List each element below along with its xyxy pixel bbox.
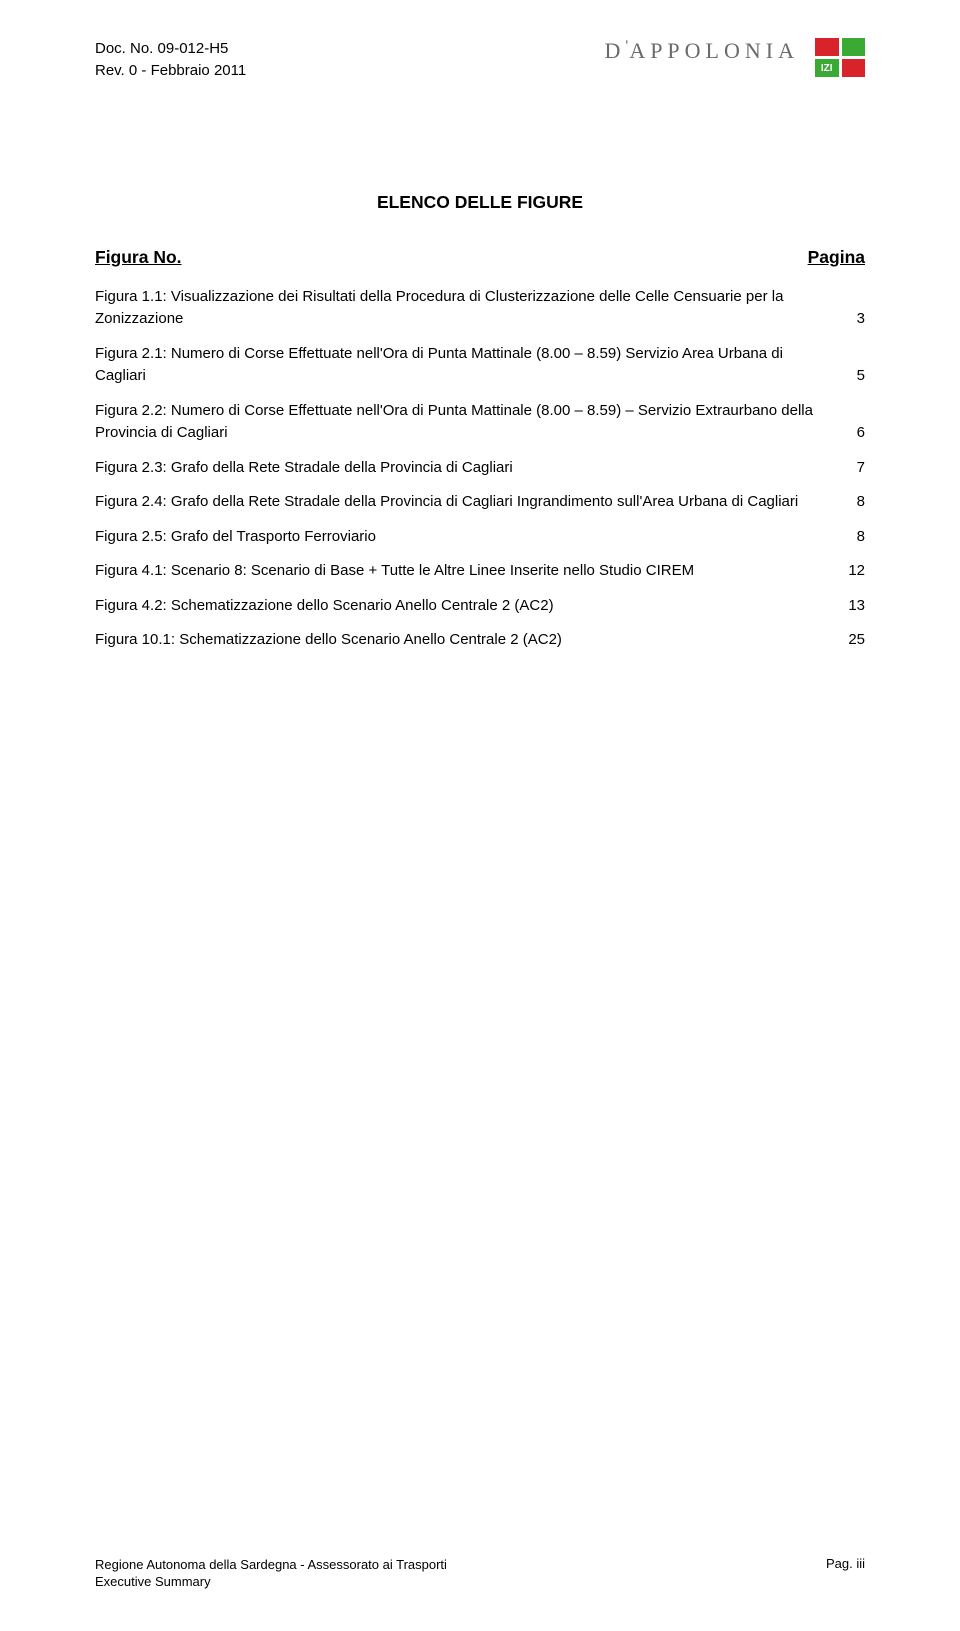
brand-rest: APPOLONIA xyxy=(629,38,799,64)
figure-entry-page: 3 xyxy=(837,308,865,331)
footer-page-number: Pag. iii xyxy=(826,1556,865,1591)
page: Doc. No. 09-012-H5 Rev. 0 - Febbraio 201… xyxy=(0,0,960,1631)
brand-logo-text: D'APPOLONIA xyxy=(605,38,799,64)
figure-entry: Figura 2.2: Numero di Corse Effettuate n… xyxy=(95,400,865,445)
izi-logo-icon: IZI xyxy=(815,38,865,80)
figure-entry-text: Figura 2.3: Grafo della Rete Stradale de… xyxy=(95,457,825,480)
figure-entry-page: 5 xyxy=(837,365,865,388)
izi-logo-row-top xyxy=(815,38,865,56)
figure-entry-page: 12 xyxy=(837,560,865,583)
figure-entry-text: Figura 2.2: Numero di Corse Effettuate n… xyxy=(95,400,825,445)
column-header-figure: Figura No. xyxy=(95,247,182,268)
figure-entry-text: Figura 2.5: Grafo del Trasporto Ferrovia… xyxy=(95,526,825,549)
figure-entry: Figura 2.1: Numero di Corse Effettuate n… xyxy=(95,343,865,388)
figure-entry-text: Figura 1.1: Visualizzazione dei Risultat… xyxy=(95,286,825,331)
figure-entry-page: 7 xyxy=(837,457,865,480)
figure-entry-page: 13 xyxy=(837,595,865,618)
list-of-figures-title: ELENCO DELLE FIGURE xyxy=(95,192,865,213)
izi-logo-row-bottom: IZI xyxy=(815,59,865,77)
izi-red-block-2 xyxy=(842,59,866,77)
figure-entry-text: Figura 10.1: Schematizzazione dello Scen… xyxy=(95,629,825,652)
figure-entry-page: 8 xyxy=(837,526,865,549)
figure-entry-text: Figura 2.1: Numero di Corse Effettuate n… xyxy=(95,343,825,388)
figure-entry: Figura 4.1: Scenario 8: Scenario di Base… xyxy=(95,560,865,583)
figure-entry: Figura 10.1: Schematizzazione dello Scen… xyxy=(95,629,865,652)
doc-number: Doc. No. 09-012-H5 xyxy=(95,38,246,60)
header-brand-block: D'APPOLONIA IZI xyxy=(605,38,865,80)
figure-entry-text: Figura 4.1: Scenario 8: Scenario di Base… xyxy=(95,560,825,583)
page-header: Doc. No. 09-012-H5 Rev. 0 - Febbraio 201… xyxy=(95,38,865,82)
figure-entry-text: Figura 4.2: Schematizzazione dello Scena… xyxy=(95,595,825,618)
figure-entry: Figura 4.2: Schematizzazione dello Scena… xyxy=(95,595,865,618)
footer-doc-type: Executive Summary xyxy=(95,1573,447,1591)
figure-entry: Figura 2.4: Grafo della Rete Stradale de… xyxy=(95,491,865,514)
figure-entry: Figura 2.5: Grafo del Trasporto Ferrovia… xyxy=(95,526,865,549)
footer-org: Regione Autonoma della Sardegna - Assess… xyxy=(95,1556,447,1574)
figure-entry: Figura 2.3: Grafo della Rete Stradale de… xyxy=(95,457,865,480)
column-header-page: Pagina xyxy=(808,247,865,268)
izi-green-block xyxy=(842,38,866,56)
doc-revision: Rev. 0 - Febbraio 2011 xyxy=(95,60,246,82)
figure-entry-page: 25 xyxy=(837,629,865,652)
column-headers: Figura No. Pagina xyxy=(95,247,865,268)
figure-entries: Figura 1.1: Visualizzazione dei Risultat… xyxy=(95,286,865,664)
page-footer: Regione Autonoma della Sardegna - Assess… xyxy=(95,1516,865,1591)
figure-entry-page: 6 xyxy=(837,422,865,445)
izi-text-block: IZI xyxy=(815,59,839,77)
figure-entry: Figura 1.1: Visualizzazione dei Risultat… xyxy=(95,286,865,331)
header-doc-info: Doc. No. 09-012-H5 Rev. 0 - Febbraio 201… xyxy=(95,38,246,82)
brand-d: D xyxy=(605,38,626,64)
izi-red-block xyxy=(815,38,839,56)
figure-entry-text: Figura 2.4: Grafo della Rete Stradale de… xyxy=(95,491,825,514)
figure-entry-page: 8 xyxy=(837,491,865,514)
footer-left: Regione Autonoma della Sardegna - Assess… xyxy=(95,1556,447,1591)
